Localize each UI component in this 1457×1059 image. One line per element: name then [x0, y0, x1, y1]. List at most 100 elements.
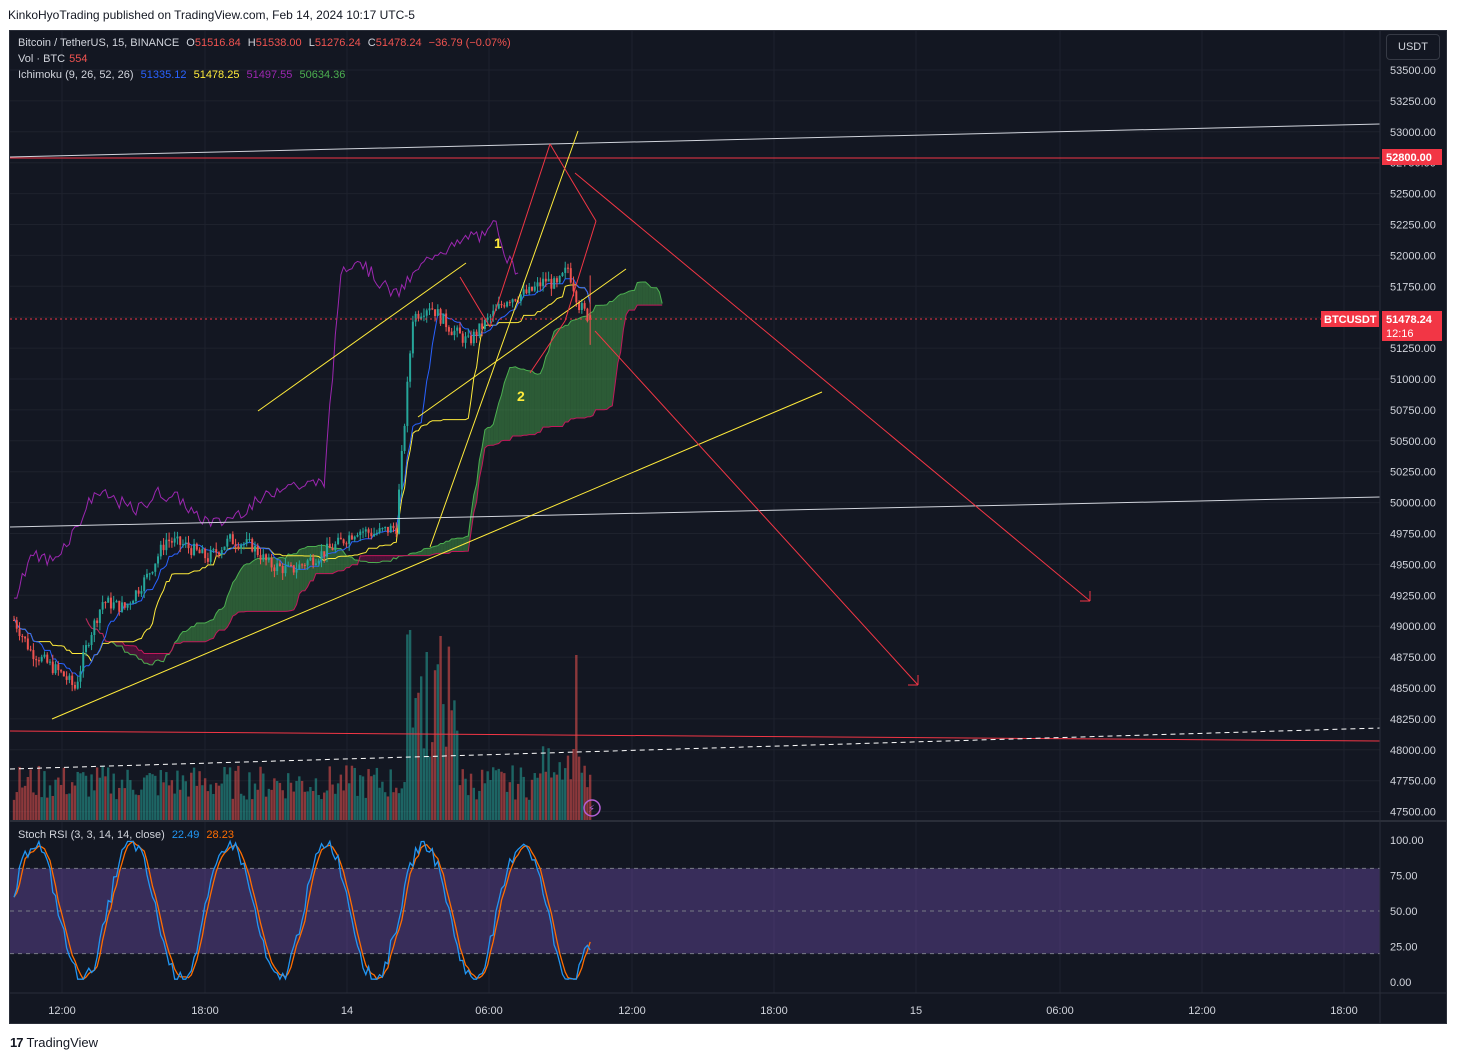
alert-icon[interactable] — [583, 799, 601, 817]
price-tick-label: 52000.00 — [1390, 250, 1436, 262]
candle-body — [530, 286, 533, 291]
symbol-legend: Bitcoin / TetherUS, 15, BINANCE O51516.8… — [18, 37, 519, 49]
candle-body — [107, 597, 110, 603]
candle-body — [170, 541, 173, 543]
volume-bar — [525, 797, 528, 820]
volume-bar — [203, 778, 207, 820]
candle-body — [359, 531, 362, 536]
price-tick-label: 51250.00 — [1390, 343, 1436, 355]
cloud-segment — [587, 313, 591, 417]
volume-bar — [469, 773, 473, 820]
conversion-line — [13, 278, 591, 677]
candle-body — [389, 525, 392, 533]
cloud-segment — [205, 621, 208, 642]
volume-bar — [115, 799, 118, 820]
cloud-segment — [188, 626, 192, 642]
cloud-segment — [185, 629, 189, 642]
cloud-segment — [268, 557, 272, 612]
volume-bar — [569, 779, 572, 820]
currency-button[interactable]: USDT — [1386, 34, 1440, 60]
symbol-tag-bg — [1321, 311, 1379, 327]
volume-bar — [253, 783, 257, 820]
last-price-tag: 51478.24 — [1386, 314, 1433, 326]
candle-body — [381, 528, 384, 530]
candle-body — [87, 645, 90, 647]
rising-support-line — [51, 391, 823, 720]
volume-bar — [167, 785, 171, 820]
cloud-segment — [576, 318, 580, 419]
volume-bar — [82, 772, 85, 820]
cloud-segment — [623, 292, 627, 330]
volume-bar — [339, 774, 343, 820]
volume-bar — [93, 790, 96, 820]
candle-body — [489, 316, 492, 318]
volume-bar — [386, 796, 390, 820]
tradingview-logo[interactable]: 17 TradingView — [10, 1035, 98, 1050]
price-tick-label: 47500.00 — [1390, 807, 1436, 819]
candle-body — [215, 549, 218, 553]
cloud-segment — [310, 546, 314, 581]
chart-frame[interactable]: 100.00 75.00 50.00 25.00 0.00 53500.00 53250.… — [9, 30, 1447, 1024]
price-tick-label: 50250.00 — [1390, 467, 1436, 479]
channel-lower-line — [10, 496, 1380, 528]
volume-bar — [555, 774, 559, 820]
cloud-segment — [617, 294, 621, 363]
cloud-segment — [221, 606, 225, 631]
cloud-segment — [230, 582, 233, 623]
candle-body — [555, 278, 558, 283]
cloud-segment — [476, 460, 480, 502]
level-price-tag: 52800.00 — [1386, 152, 1432, 164]
candle-body — [82, 651, 85, 672]
volume-bar — [461, 769, 464, 820]
volume-bar — [95, 767, 99, 820]
candle-body — [13, 620, 15, 622]
candle-body — [35, 659, 38, 661]
candle-body — [26, 638, 29, 650]
candle-body — [276, 563, 279, 572]
cloud-segment — [609, 301, 613, 408]
cloud-segment — [116, 641, 120, 646]
candle-body — [173, 538, 176, 543]
volume-bar — [564, 768, 567, 820]
cloud-segment — [598, 305, 602, 410]
volume-bar — [522, 776, 525, 820]
time-tick-label: 06:00 — [1046, 1005, 1074, 1017]
candle-body — [503, 305, 506, 307]
volume-bar — [309, 786, 312, 820]
cloud-segment — [620, 293, 624, 352]
volume-bar — [323, 792, 326, 820]
ichimoku-lines — [13, 220, 591, 677]
volume-bar — [70, 782, 74, 820]
candle-body — [461, 333, 464, 343]
volume-bar — [37, 765, 41, 820]
volume-bar — [458, 785, 462, 820]
volume-bar — [32, 792, 35, 820]
cloud-segment — [642, 281, 646, 306]
candle-body — [567, 267, 569, 269]
price-axis: 53500.0053250.0053000.0052750.0052500.00… — [10, 31, 1446, 1023]
volume-bar — [201, 785, 204, 820]
candle-body — [447, 327, 450, 332]
cloud-segment — [338, 548, 341, 571]
candle-body — [237, 546, 240, 549]
volume-bar — [317, 795, 320, 820]
candle-body — [525, 289, 528, 294]
candle-body — [492, 310, 495, 317]
cloud-segment — [515, 366, 519, 436]
candle-body — [198, 549, 201, 554]
cloud-segment — [232, 579, 236, 617]
candle-body — [98, 609, 101, 624]
cloud-segment — [504, 375, 508, 441]
candle-body — [339, 537, 342, 540]
candle-body — [109, 597, 112, 609]
price-tick-label: 51750.00 — [1390, 281, 1436, 293]
cloud-segment — [523, 369, 527, 436]
cloud-segment — [288, 553, 291, 612]
cloud-segment — [196, 622, 200, 642]
published-text: KinkoHyoTrading published on TradingView… — [8, 8, 415, 22]
candle-body — [54, 664, 57, 674]
candle-body — [121, 602, 124, 612]
candle-body — [187, 542, 190, 549]
cloud-segment — [299, 548, 303, 594]
